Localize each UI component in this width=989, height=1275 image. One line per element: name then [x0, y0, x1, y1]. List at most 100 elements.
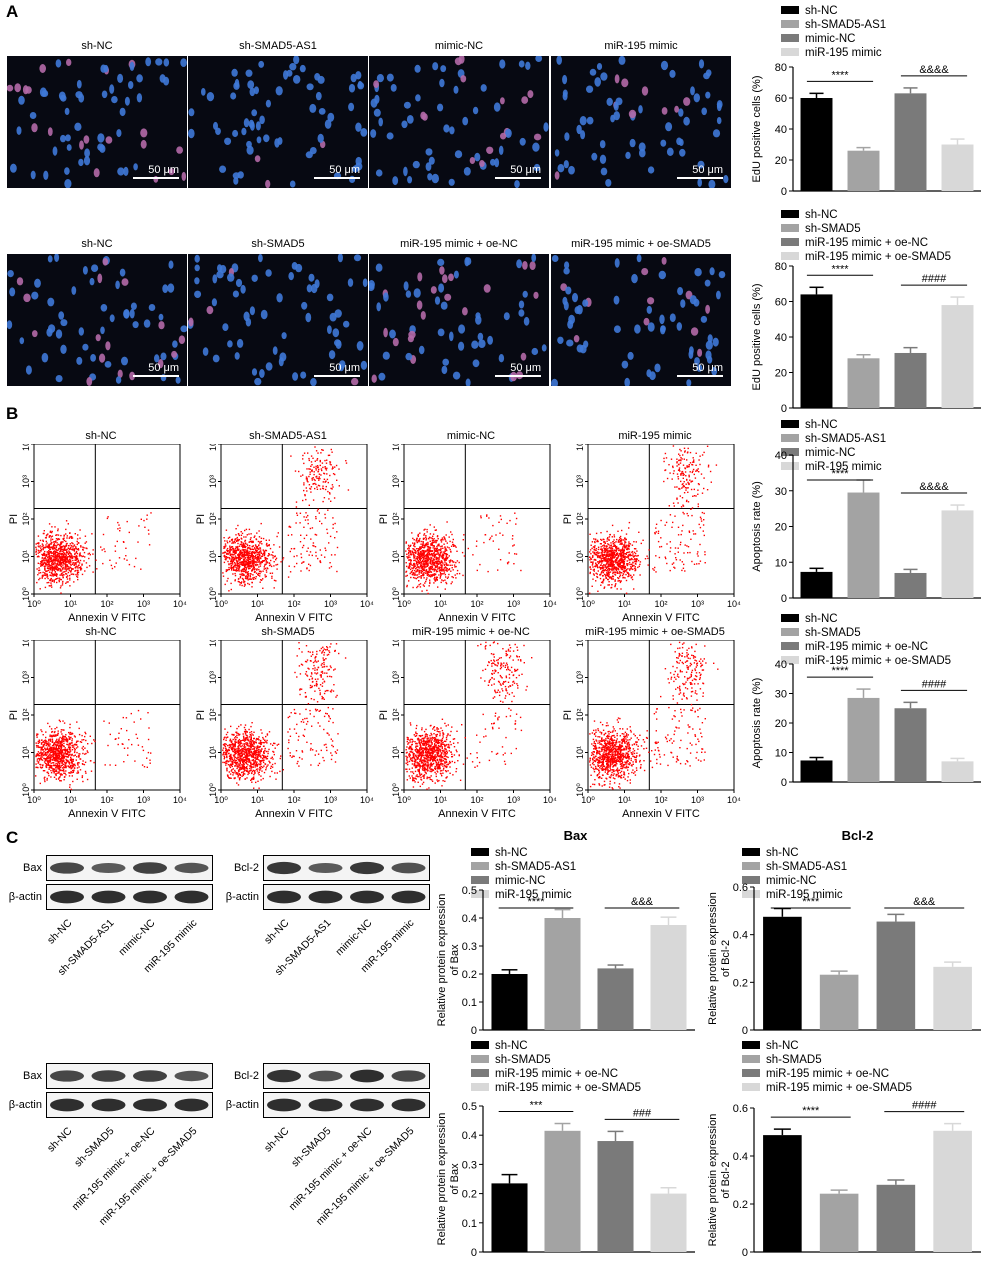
bar	[597, 968, 633, 1030]
y-tick-label: 0.2	[462, 1189, 477, 1201]
bar	[933, 967, 972, 1030]
legend-label: sh-SMAD5	[766, 1054, 822, 1066]
legend-swatch	[742, 862, 760, 870]
legend-label: sh-NC	[805, 5, 838, 17]
y-axis-label: of Bcl-2	[720, 940, 732, 977]
y-tick-label: 0.6	[733, 1103, 748, 1115]
svg-text:10³: 10³	[208, 475, 218, 488]
blot-row-label: β-actin	[2, 1099, 42, 1111]
y-tick-label: 0.2	[733, 1199, 748, 1211]
svg-text:10¹: 10¹	[21, 550, 31, 563]
legend-label: sh-NC	[805, 209, 838, 221]
significance-label: ***	[530, 1100, 544, 1112]
lane-label: miR-195 mimic	[49, 917, 199, 1067]
significance-label: ****	[802, 896, 820, 908]
svg-text:10¹: 10¹	[575, 550, 585, 563]
y-tick-label: 20	[775, 718, 787, 730]
legend-label: miR-195 mimic + oe-NC	[805, 641, 928, 653]
svg-text:10⁴: 10⁴	[21, 444, 31, 451]
y-tick-label: 0.2	[462, 969, 477, 981]
blot-row-label: Bax	[2, 862, 42, 874]
y-tick-label: 20	[775, 368, 787, 380]
bar	[848, 358, 880, 408]
bar	[820, 1194, 859, 1252]
y-tick-label: 30	[775, 486, 787, 498]
bar	[848, 698, 880, 782]
blot-row-label: Bax	[2, 1070, 42, 1082]
y-tick-label: 0.5	[462, 1101, 477, 1113]
legend-swatch	[781, 614, 799, 622]
legend-swatch	[742, 1055, 760, 1063]
bar	[942, 761, 974, 782]
bar	[895, 573, 927, 598]
legend-label: miR-195 mimic + oe-SMAD5	[495, 1082, 641, 1094]
legend-label: miR-195 mimic + oe-NC	[805, 237, 928, 249]
blot-bands	[47, 885, 212, 909]
flow-plot-title: sh-NC	[16, 626, 186, 638]
y-tick-label: 0.5	[462, 885, 477, 897]
legend-swatch	[742, 848, 760, 856]
blot-bands	[47, 1093, 212, 1117]
significance-label: ****	[831, 263, 849, 275]
svg-text:10³: 10³	[324, 599, 337, 609]
micrograph-title: sh-NC	[7, 238, 187, 250]
y-tick-label: 0	[781, 186, 787, 198]
scale-bar-label: 50 μm	[329, 362, 360, 374]
scale-bar	[133, 375, 179, 377]
bar	[801, 98, 833, 191]
svg-text:10⁴: 10⁴	[208, 444, 218, 451]
scale-bar	[314, 375, 360, 377]
micrograph-image: 50 μm	[188, 254, 368, 386]
svg-text:10⁰: 10⁰	[391, 587, 401, 601]
panel-label-b: B	[6, 404, 18, 424]
legend-label: miR-195 mimic	[805, 47, 882, 59]
svg-text:PI: PI	[562, 514, 574, 524]
svg-text:10¹: 10¹	[208, 550, 218, 563]
flow-plot-title: sh-SMAD5-AS1	[203, 430, 373, 442]
svg-text:Annexin V FITC: Annexin V FITC	[255, 612, 333, 624]
micrograph-title: miR-195 mimic + oe-SMAD5	[551, 238, 731, 250]
scale-bar	[495, 375, 541, 377]
significance-label: &&&	[913, 896, 936, 908]
micrograph-image: 50 μm	[369, 56, 549, 188]
legend-label: sh-NC	[766, 1040, 799, 1052]
svg-text:10³: 10³	[575, 475, 585, 488]
lane-label: miR-195 mimic + oe-NC	[225, 1125, 375, 1275]
scale-bar-label: 50 μm	[148, 362, 179, 374]
y-tick-label: 0.1	[462, 997, 477, 1009]
y-axis-label: of Bcl-2	[720, 1161, 732, 1198]
y-tick-label: 20	[775, 522, 787, 534]
flow-plot-title: sh-NC	[16, 430, 186, 442]
significance-label: ****	[831, 69, 849, 81]
y-tick-label: 40	[775, 332, 787, 344]
bar	[544, 918, 580, 1030]
legend-swatch	[471, 1083, 489, 1091]
micrograph-image: 50 μm	[551, 254, 731, 386]
legend-swatch	[781, 6, 799, 14]
bar	[942, 510, 974, 598]
legend-swatch	[781, 252, 799, 260]
micrograph-image: 50 μm	[188, 56, 368, 188]
svg-text:Annexin V FITC: Annexin V FITC	[622, 612, 700, 624]
svg-text:Annexin V FITC: Annexin V FITC	[68, 612, 146, 624]
bar	[895, 93, 927, 191]
blot-row-label: β-actin	[2, 891, 42, 903]
legend-label: sh-SMAD5-AS1	[805, 19, 886, 31]
micrograph-title: miR-195 mimic + oe-NC	[369, 238, 549, 250]
micrograph-image: 50 μm	[551, 56, 731, 188]
legend-label: sh-SMAD5	[805, 627, 861, 639]
legend-label: miR-195 mimic + oe-SMAD5	[766, 1082, 912, 1094]
significance-label: ####	[912, 1100, 937, 1112]
y-tick-label: 40	[775, 659, 787, 671]
y-tick-label: 0.4	[733, 1151, 748, 1163]
blot-strip	[263, 1063, 430, 1089]
panel-label-c: C	[6, 828, 18, 848]
lane-label: mimic-NC	[8, 917, 158, 1067]
